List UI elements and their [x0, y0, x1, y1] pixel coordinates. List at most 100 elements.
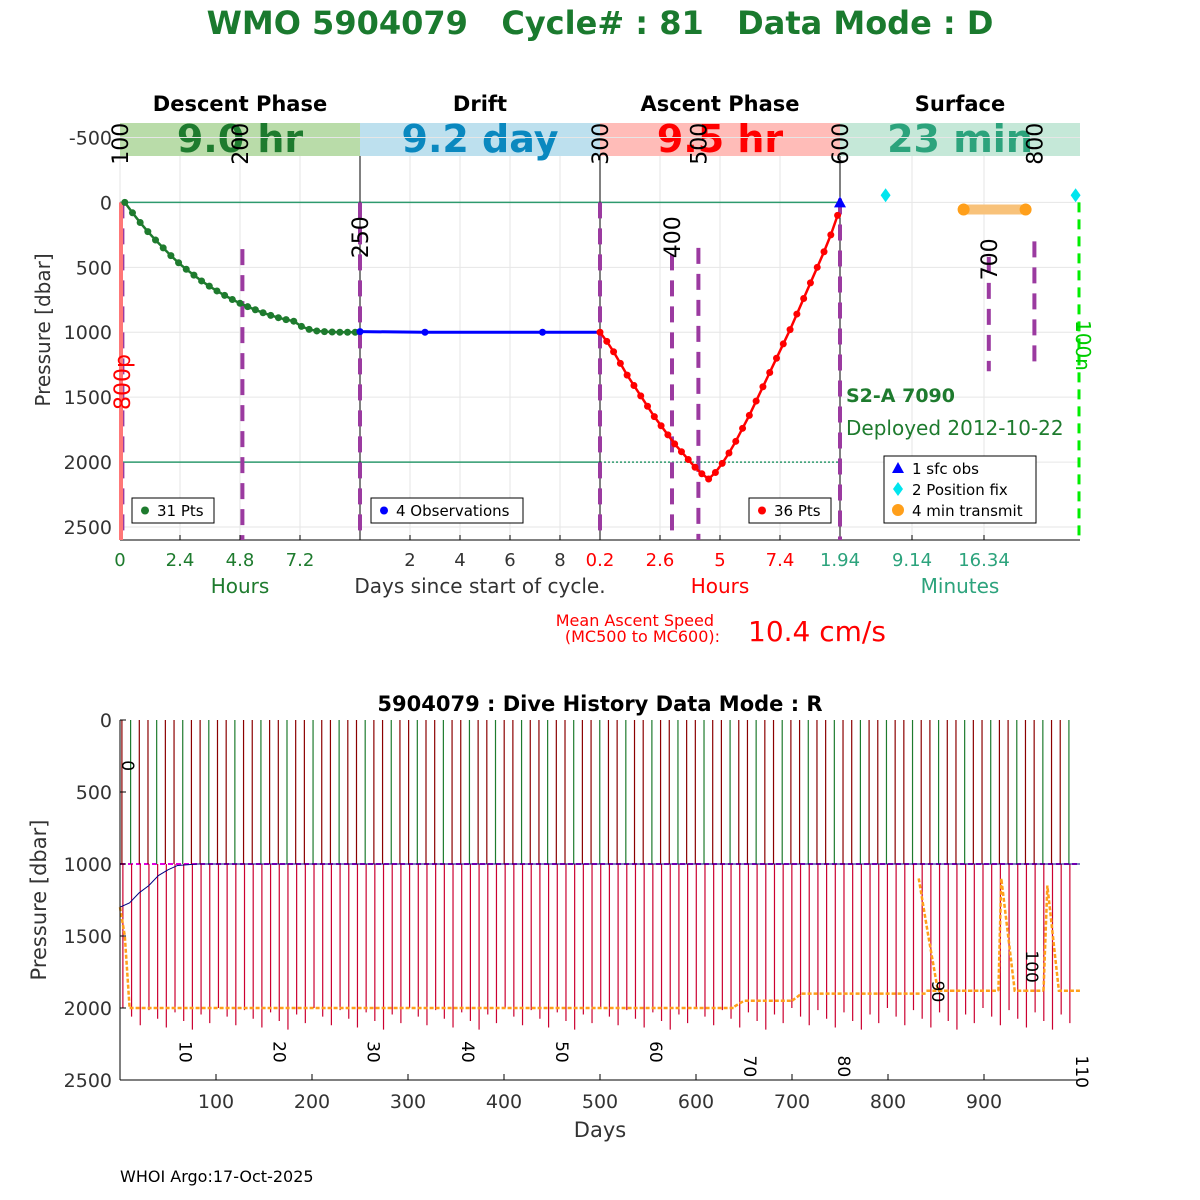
legend-marker	[380, 506, 388, 515]
panel-x-axis-label: Days since start of cycle.	[354, 574, 605, 598]
ascent-point	[827, 231, 835, 239]
descent-point	[290, 317, 298, 325]
ascent-point	[650, 413, 658, 421]
descent-point	[152, 236, 160, 244]
top-x-tick-label: 0.2	[586, 550, 615, 571]
position-fix-marker	[1070, 188, 1081, 203]
right-green-annotation: 100n	[1071, 320, 1095, 371]
ascent-point	[684, 455, 692, 463]
descent-point	[282, 316, 290, 324]
footer-credit: WHOI Argo:17-Oct-2025	[120, 1167, 314, 1186]
legend-label: 36 Pts	[774, 502, 821, 520]
top-y-tick-label: 1000	[64, 322, 112, 344]
ascent-point	[739, 424, 747, 432]
ascent-point	[637, 392, 645, 400]
ascent-speed-label-line2: (MC500 to MC600):	[565, 627, 720, 646]
bottom-x-tick-label: 300	[390, 1091, 426, 1113]
legend-marker	[758, 506, 766, 515]
top-x-tick-label: 6	[504, 550, 515, 571]
phase-name: Descent Phase	[153, 92, 327, 116]
figure-title: WMO 5904079 Cycle# : 81 Data Mode : D	[207, 4, 994, 42]
cycle-number-label: 110	[1071, 1056, 1091, 1088]
descent-point	[274, 314, 282, 322]
top-y-tick-label: 0	[100, 192, 112, 214]
drift-line	[359, 330, 600, 334]
cycle-number-label: 80	[833, 1056, 853, 1078]
top-x-tick-label: 16.34	[958, 550, 1010, 571]
ascent-point	[725, 449, 733, 457]
panel-x-axis-label: Hours	[691, 574, 750, 598]
bottom-y-tick-label: 2500	[64, 1070, 112, 1092]
sfc-obs-marker	[834, 196, 846, 208]
ascent-point	[745, 411, 753, 419]
descent-point	[251, 306, 259, 314]
bottom-y-tick-label: 1500	[64, 926, 112, 948]
top-y-tick-label: 500	[76, 257, 112, 279]
descent-point	[305, 325, 313, 333]
bottom-x-axis-label: Days	[574, 1118, 626, 1142]
descent-point	[190, 271, 198, 279]
bottom-x-tick-label: 200	[294, 1091, 330, 1113]
panel-x-axis-label: Hours	[211, 574, 270, 598]
profile-depth-line	[917, 878, 940, 991]
profile-depth-line	[733, 999, 792, 1008]
cycle-number-label: 60	[645, 1041, 665, 1063]
mission-code-label: 700	[978, 238, 1003, 280]
ascent-point	[834, 211, 842, 219]
ascent-point	[596, 328, 604, 336]
descent-point	[236, 299, 244, 307]
mission-code-label: 500	[687, 123, 712, 165]
descent-point	[205, 282, 213, 290]
drift-pressure-line	[119, 863, 1080, 908]
bottom-y-tick-label: 1000	[64, 854, 112, 876]
bottom-y-axis-label: Pressure [dbar]	[27, 820, 51, 981]
phase-duration: 9.0 hr	[177, 117, 304, 161]
mission-code-label: 100	[109, 123, 134, 165]
top-x-tick-label: 4	[454, 550, 465, 571]
top-y-tick-label: -500	[69, 127, 112, 149]
descent-point	[328, 328, 336, 336]
mission-code-label: 200	[229, 123, 254, 165]
ascent-point	[630, 381, 638, 389]
phase-duration: 9.2 day	[402, 117, 559, 161]
ascent-point	[664, 431, 672, 439]
legend-sfc-obs-icon	[892, 462, 904, 473]
ascent-point	[711, 468, 719, 476]
ascent-point	[806, 279, 814, 287]
phase-name: Ascent Phase	[641, 92, 800, 116]
top-x-tick-label: 2	[404, 550, 415, 571]
phase-band	[840, 123, 1080, 156]
top-y-tick-label: 1500	[64, 387, 112, 409]
bottom-x-tick-label: 100	[198, 1091, 234, 1113]
top-x-tick-label: 8	[554, 550, 565, 571]
descent-point	[313, 327, 321, 335]
descent-point	[167, 252, 175, 260]
ascent-point	[677, 448, 685, 456]
profile-depth-line	[1042, 885, 1080, 992]
dive-history-chart: 5904079 : Dive History Data Mode : R 0 10 2…	[27, 692, 1091, 1142]
descent-point	[228, 296, 236, 304]
descent-point	[198, 277, 206, 285]
ascent-point	[786, 326, 794, 334]
descent-point	[175, 259, 183, 267]
cycle-number-label: 70	[739, 1056, 759, 1078]
ascent-point	[698, 470, 706, 478]
mission-code-label: 600	[829, 123, 854, 165]
mission-code-label: 300	[589, 123, 614, 165]
cycle-number-label: 90	[927, 981, 947, 1003]
legend-transmit-label: 4 min transmit	[912, 502, 1023, 520]
ascent-point	[657, 422, 665, 430]
descent-point	[213, 287, 221, 295]
panel-x-axis-label: Minutes	[921, 574, 1000, 598]
bottom-x-tick-label: 800	[870, 1091, 906, 1113]
mission-code-label: 250	[349, 216, 374, 258]
phase-duration: 9.5 hr	[657, 117, 784, 161]
descent-point	[221, 291, 229, 299]
top-y-axis-label: Pressure [dbar]	[31, 253, 55, 406]
ascent-point	[616, 359, 624, 367]
ascent-point	[766, 368, 774, 376]
phase-band	[600, 123, 840, 156]
legend-sfc-obs-label: 1 sfc obs	[912, 460, 979, 478]
cycle-number-label: 30	[363, 1041, 383, 1063]
top-x-tick-label: 2.4	[166, 550, 195, 571]
